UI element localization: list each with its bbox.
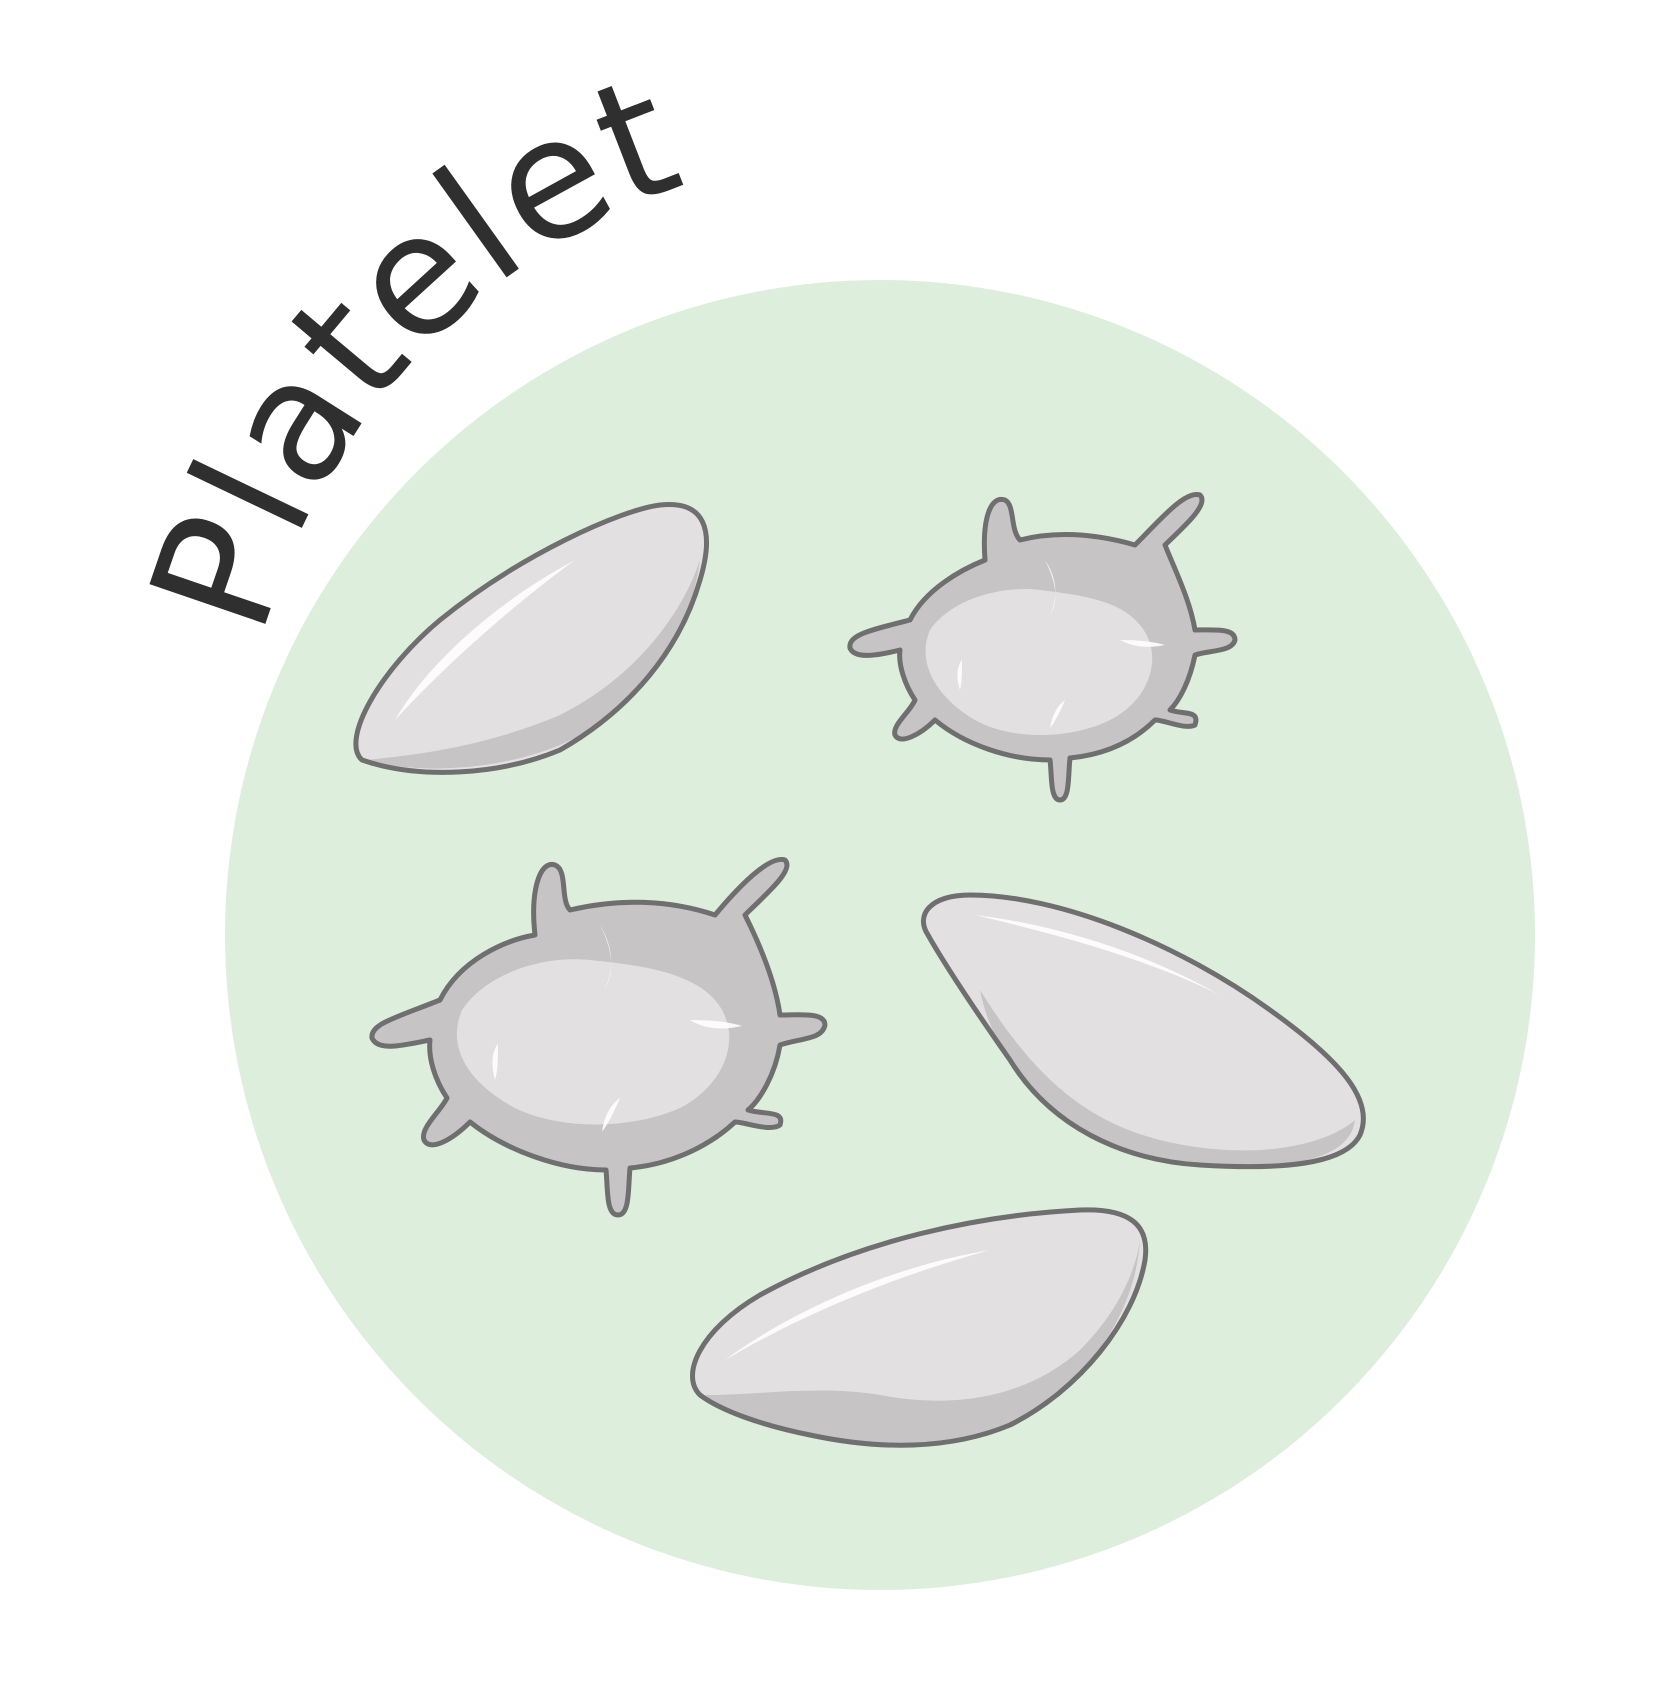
resting-platelet-top-left	[353, 501, 709, 775]
resting-platelet-middle-right	[921, 892, 1366, 1170]
activated-platelet-middle-left	[369, 857, 828, 1218]
resting-platelet-bottom	[690, 1207, 1149, 1448]
activated-platelet-top-right	[847, 492, 1238, 803]
